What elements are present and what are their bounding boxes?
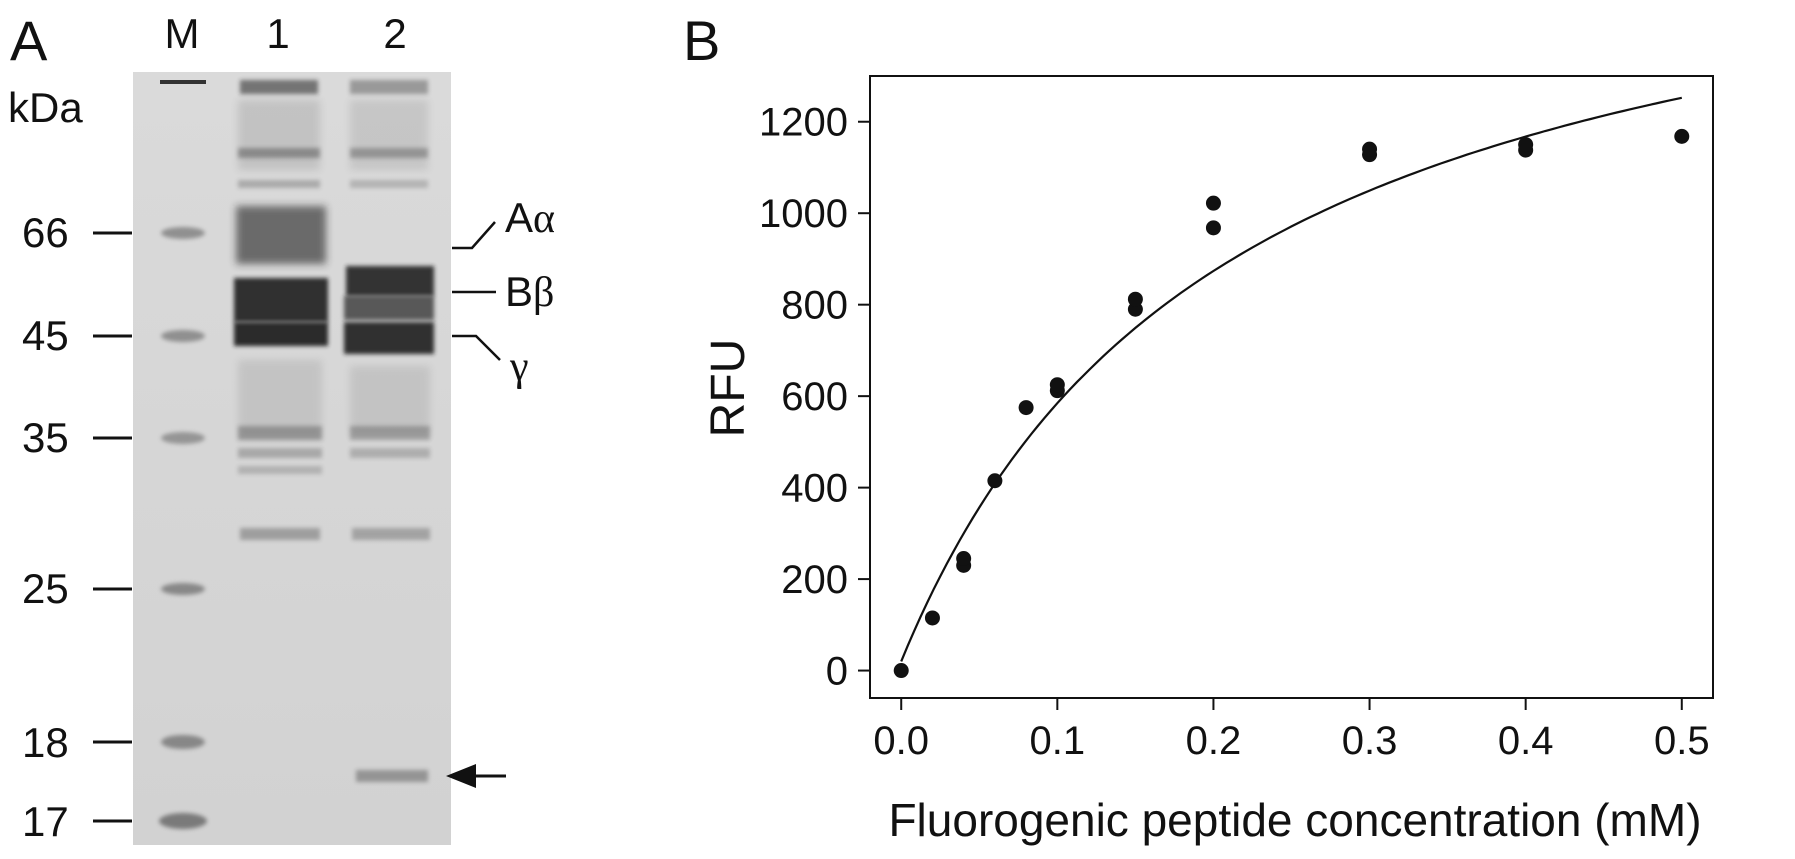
- plot-frame: [869, 75, 1714, 699]
- gamma-chain-label: γ: [509, 344, 529, 390]
- beta-chain-label: Bβ: [505, 268, 554, 316]
- data-points: [893, 128, 1690, 679]
- band-annotations: Aα Bβ γ: [446, 194, 555, 788]
- data-point: [924, 610, 940, 626]
- lane-label-2: 2: [383, 10, 406, 57]
- data-point: [1362, 141, 1378, 157]
- marker-label-25: 25: [22, 565, 69, 612]
- gel-lane-1: [234, 80, 328, 540]
- panel-a: A kDa M 1 2 66 45 35 25 18 17: [8, 9, 555, 845]
- data-point: [1205, 220, 1221, 236]
- lane-label-m: M: [165, 10, 200, 57]
- x-axis-label: Fluorogenic peptide concentration (mM): [888, 794, 1701, 846]
- alpha-chain-label: Aα: [505, 194, 555, 242]
- y-tick-label: 200: [781, 558, 848, 602]
- data-point: [893, 663, 909, 679]
- gamma-leader-line: [452, 334, 501, 361]
- data-point: [1674, 128, 1690, 144]
- y-tick-label: 400: [781, 467, 848, 511]
- marker-label-17: 17: [22, 798, 69, 845]
- data-point: [1018, 400, 1034, 416]
- y-tick-label: 600: [781, 375, 848, 419]
- data-point: [1205, 195, 1221, 211]
- x-tick-label: 0.2: [1186, 719, 1242, 763]
- x-tick-label: 0.5: [1654, 719, 1710, 763]
- gel-lane-2: [344, 80, 434, 782]
- data-point: [1127, 291, 1143, 307]
- x-tick-label: 0.1: [1030, 719, 1086, 763]
- marker-label-45: 45: [22, 312, 69, 359]
- marker-label-35: 35: [22, 414, 69, 461]
- gel-lane-m: [159, 80, 207, 829]
- x-tick-label: 0.3: [1342, 719, 1398, 763]
- x-tick-label: 0.4: [1498, 719, 1554, 763]
- marker-scale: 66 45 35 25 18 17: [22, 209, 132, 845]
- panel-a-label: A: [10, 9, 48, 72]
- fit-curve: [900, 96, 1683, 662]
- marker-label-18: 18: [22, 719, 69, 766]
- panel-b-label: B: [683, 9, 720, 72]
- y-axis: 0 200 400 600 800 1000 1200: [759, 101, 870, 694]
- gel-image: [133, 72, 451, 845]
- marker-label-66: 66: [22, 209, 69, 256]
- data-point: [987, 473, 1003, 489]
- x-tick-label: 0.0: [873, 719, 929, 763]
- x-axis: 0.0 0.1 0.2 0.3 0.4 0.5: [873, 698, 1710, 763]
- y-tick-label: 800: [781, 284, 848, 328]
- data-point: [1518, 137, 1534, 153]
- y-tick-label: 0: [826, 650, 848, 694]
- y-tick-label: 1200: [759, 101, 848, 145]
- data-point: [956, 551, 972, 567]
- left-arrow-icon: [446, 764, 506, 788]
- data-point: [1049, 377, 1065, 393]
- kda-unit-label: kDa: [8, 84, 83, 131]
- lane-label-1: 1: [266, 10, 289, 57]
- y-axis-label: RFU: [702, 339, 755, 438]
- alpha-leader-line: [452, 221, 496, 250]
- y-tick-label: 1000: [759, 192, 848, 236]
